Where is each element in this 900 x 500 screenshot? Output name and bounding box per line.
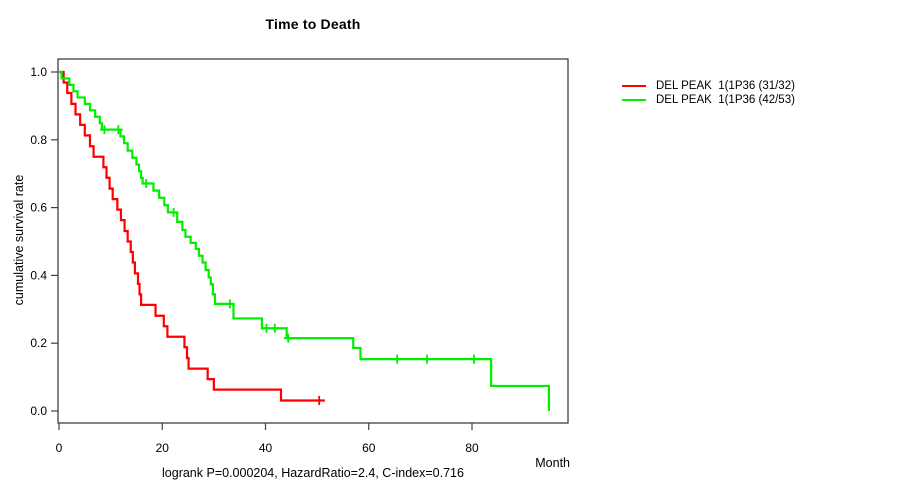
y-tick-label: 0.0 [30,404,47,418]
x-tick-label: 20 [156,441,170,455]
censor-mark-red [314,395,324,405]
censor-mark-green [392,354,402,364]
legend-row-green: DEL PEAK 1(1P36 (42/53) [622,93,795,107]
x-tick-label: 40 [259,441,273,455]
y-tick-label: 1.0 [30,65,47,79]
legend-row-red: DEL PEAK 1(1P36 (31/32) [622,79,795,93]
green-line-swatch [622,98,646,102]
legend-label-green: DEL PEAK 1(1P36 (42/53) [656,94,795,106]
censor-mark-green [283,333,293,343]
plot-box [57,58,569,424]
censor-mark-green [225,299,235,309]
y-tick-label: 0.4 [30,268,47,282]
x-tick-label: 80 [465,441,479,455]
chart-title: Time to Death [265,16,361,32]
censor-mark-green [113,125,123,135]
statistics-annotation: logrank P=0.000204, HazardRatio=2.4, C-i… [162,466,464,480]
y-tick-label: 0.2 [30,336,47,350]
red-line-swatch [622,84,646,88]
y-tick-label: 0.6 [30,201,47,215]
censor-mark-green [262,323,272,333]
censor-mark-green [270,323,280,333]
legend: DEL PEAK 1(1P36 (31/32) DEL PEAK 1(1P36 … [622,79,795,107]
censor-mark-green [169,207,179,217]
censor-mark-green [99,125,109,135]
x-tick-label: 60 [362,441,376,455]
km-curve-green [59,70,551,411]
legend-label-red: DEL PEAK 1(1P36 (31/32) [656,80,795,92]
y-tick-label: 0.8 [30,133,47,147]
x-tick-label: 0 [56,441,63,455]
km-curve-red [59,70,325,402]
censor-mark-green [469,354,479,364]
censor-mark-green [141,179,151,189]
x-axis-label: Month [535,456,570,470]
censor-mark-green [422,354,432,364]
